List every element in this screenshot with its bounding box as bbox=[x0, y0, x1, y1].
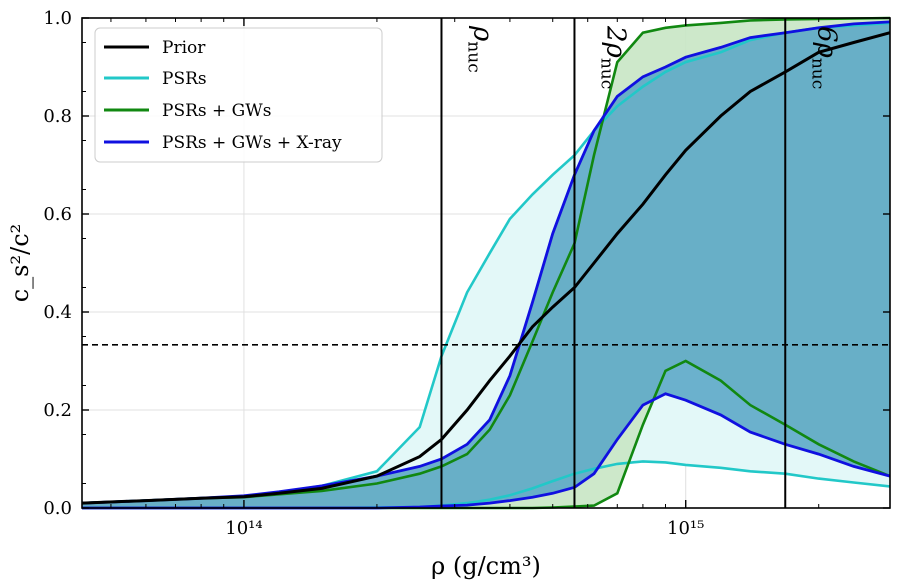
y-tick-label-4: 0.8 bbox=[43, 106, 72, 127]
x-tick-label-1: 10¹⁵ bbox=[667, 518, 704, 539]
vline-label-0: ρnuc bbox=[463, 25, 497, 73]
y-tick-label-0: 0.0 bbox=[43, 498, 72, 519]
axis-layer: 0.0 0.2 0.4 0.6 0.8 1.0 10¹⁴ 10¹⁵ ρ (g/cm³) c_s²/… bbox=[6, 8, 891, 580]
y-tick-label-5: 1.0 bbox=[43, 8, 72, 29]
x-tick-label-0: 10¹⁴ bbox=[225, 518, 262, 539]
legend-box bbox=[94, 27, 383, 163]
band-layer bbox=[82, 18, 890, 509]
y-tick-label-1: 0.2 bbox=[43, 400, 72, 421]
plot-frame bbox=[81, 17, 891, 509]
y-tick-label-3: 0.6 bbox=[43, 204, 72, 225]
line-prior-median bbox=[81, 31, 891, 505]
y-tick-label-2: 0.4 bbox=[43, 302, 72, 323]
line-psrs-gws-xray-upper bbox=[81, 20, 891, 505]
x-axis-title: ρ (g/cm³) bbox=[431, 552, 541, 580]
legend: Prior PSRs PSRs + GWs PSRs + GWs + X-ray bbox=[94, 27, 383, 163]
vline-label-1: 2ρnuc bbox=[596, 25, 630, 89]
reference-lines: ρnuc 2ρnuc 6ρnuc bbox=[82, 18, 890, 508]
band-psrs-gws-xray bbox=[82, 21, 890, 509]
legend-label-psrs-gws-xray: PSRs + GWs + X-ray bbox=[162, 133, 342, 153]
legend-label-psrs: PSRs bbox=[162, 69, 207, 89]
y-axis-title: c_s²/c² bbox=[6, 224, 34, 303]
vline-label-2: 6ρnuc bbox=[807, 26, 841, 89]
legend-label-psrs-gws: PSRs + GWs bbox=[162, 101, 271, 121]
legend-label-prior: Prior bbox=[162, 38, 206, 58]
